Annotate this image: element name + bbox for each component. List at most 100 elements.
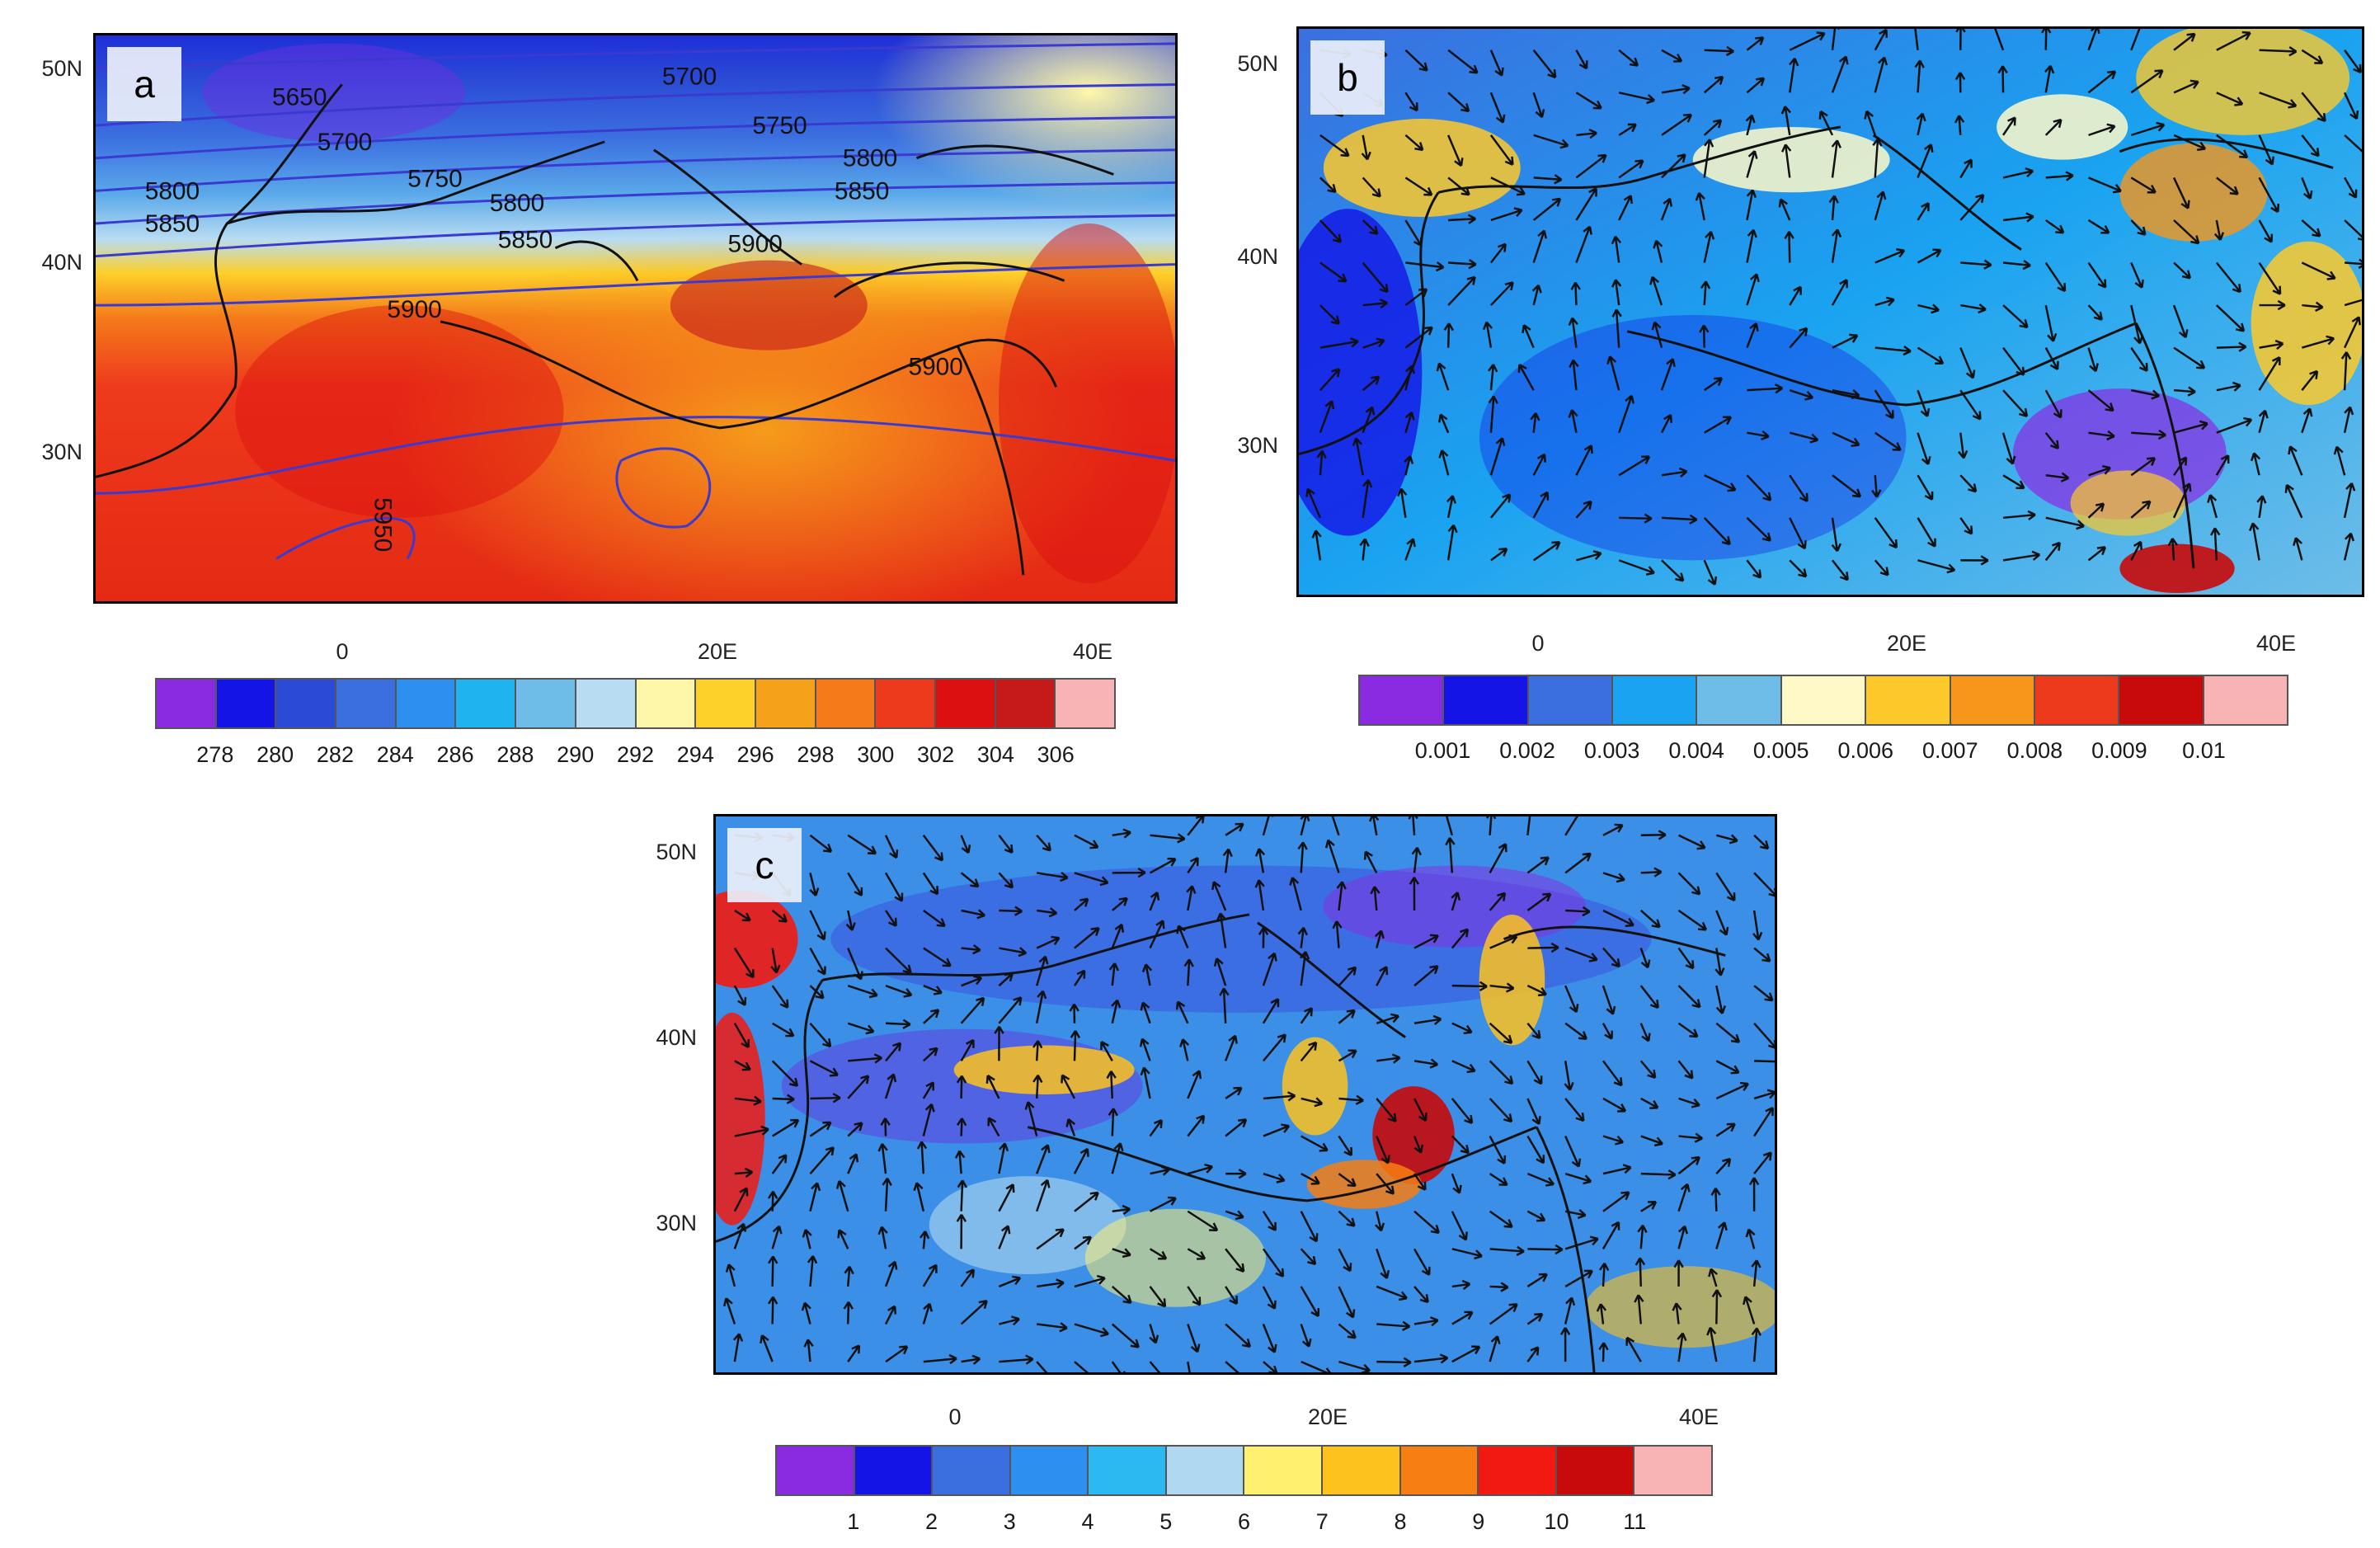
wind-arrow bbox=[960, 996, 985, 1024]
wind-arrow bbox=[809, 1060, 839, 1077]
wind-arrow bbox=[1618, 195, 1633, 221]
wind-arrow bbox=[1706, 1326, 1718, 1362]
wind-arrow bbox=[1489, 437, 1506, 476]
wind-arrow bbox=[1489, 242, 1507, 264]
wind-arrow bbox=[1338, 1173, 1357, 1188]
wind-arrow bbox=[2130, 176, 2157, 194]
wind-arrow bbox=[2343, 482, 2356, 519]
wind-arrow bbox=[1754, 1060, 1775, 1063]
wind-arrow bbox=[1598, 1342, 1609, 1362]
wind-arrow bbox=[1575, 445, 1593, 476]
colorbar-a bbox=[155, 678, 1116, 729]
colorbar-label: 0.005 bbox=[1752, 738, 1809, 763]
wind-arrow bbox=[1319, 304, 1340, 325]
wind-arrow bbox=[1225, 1248, 1245, 1273]
wind-arrow bbox=[2172, 304, 2189, 339]
wind-arrow bbox=[1746, 150, 1758, 178]
wind-arrow bbox=[1917, 248, 1942, 264]
wind-arrow bbox=[1376, 1053, 1401, 1064]
wind-arrow bbox=[1564, 1172, 1592, 1185]
wind-arrow bbox=[1187, 1070, 1202, 1099]
wind-arrow bbox=[1186, 885, 1197, 911]
wind-arrow bbox=[1413, 1353, 1449, 1364]
wind-arrow bbox=[922, 1009, 940, 1024]
wind-arrow bbox=[885, 985, 913, 998]
wind-arrow bbox=[2045, 171, 2074, 181]
wind-arrow bbox=[1661, 467, 1688, 478]
wind-arrow bbox=[1704, 45, 1734, 57]
wind-arrow bbox=[1112, 867, 1146, 878]
wind-arrow bbox=[2258, 134, 2275, 166]
wind-arrow bbox=[809, 873, 820, 896]
wind-arrow bbox=[1140, 1066, 1151, 1099]
colorbar-swatch bbox=[1556, 1447, 1635, 1494]
wind-arrow bbox=[809, 910, 826, 941]
wind-arrow bbox=[1413, 1098, 1428, 1122]
lon-label: 0 bbox=[1531, 631, 1545, 656]
colorbar-label: 1 bbox=[847, 1509, 860, 1534]
wind-arrow bbox=[1917, 303, 1940, 314]
wind-arrow bbox=[2130, 500, 2152, 519]
wind-arrow bbox=[1677, 1155, 1700, 1175]
wind-arrow bbox=[1319, 176, 1337, 194]
wind-arrow bbox=[1338, 1049, 1357, 1062]
wind-arrow bbox=[1319, 219, 1343, 243]
wind-arrow bbox=[1413, 1014, 1442, 1025]
wind-arrow bbox=[734, 1095, 762, 1106]
colorbar-swatch bbox=[1444, 676, 1529, 724]
wind-arrow bbox=[1576, 128, 1597, 139]
wind-arrow bbox=[1176, 925, 1189, 949]
wind-arrow bbox=[1361, 134, 1371, 161]
colorbar-label: 11 bbox=[1623, 1509, 1647, 1534]
wind-arrow bbox=[1917, 202, 1930, 221]
wind-arrow bbox=[1338, 1135, 1353, 1156]
colorbar-label: 7 bbox=[1315, 1509, 1329, 1534]
wind-arrow bbox=[1187, 1210, 1219, 1232]
wind-arrow bbox=[1489, 982, 1515, 993]
wind-arrow bbox=[1447, 275, 1476, 306]
wind-arrow bbox=[2345, 258, 2362, 269]
wind-arrow bbox=[1222, 848, 1233, 873]
wind-arrow bbox=[1404, 365, 1415, 391]
colorbar-swatch bbox=[1634, 1447, 1711, 1494]
wind-arrow bbox=[1568, 409, 1578, 433]
wind-arrow bbox=[2087, 70, 2117, 94]
wind-arrow bbox=[1703, 139, 1714, 178]
wind-arrow bbox=[1447, 176, 1470, 196]
wind-arrow bbox=[1575, 187, 1597, 221]
lat-label: 40N bbox=[41, 250, 82, 275]
wind-arrow bbox=[1959, 474, 1978, 493]
wind-arrow bbox=[1070, 1030, 1081, 1061]
wind-arrow bbox=[1489, 493, 1512, 519]
colorbar-label: 5 bbox=[1159, 1509, 1173, 1534]
wind-arrow bbox=[1526, 1022, 1541, 1040]
wind-arrow bbox=[1637, 1224, 1648, 1249]
wind-arrow bbox=[1413, 1173, 1427, 1191]
colorbar-c bbox=[775, 1445, 1713, 1496]
lat-label: 30N bbox=[1237, 433, 1278, 458]
wind-arrow bbox=[1262, 1033, 1286, 1062]
wind-arrow bbox=[1743, 1296, 1756, 1325]
wind-arrow bbox=[1319, 400, 1335, 434]
wind-arrow bbox=[2256, 495, 2267, 518]
wind-arrow bbox=[1408, 816, 1418, 835]
wind-arrow bbox=[885, 1042, 902, 1062]
wind-arrow bbox=[2302, 301, 2324, 312]
lon-label: 40E bbox=[1072, 639, 1113, 664]
wind-arrow bbox=[1917, 559, 1956, 574]
wind-arrow bbox=[1532, 453, 1546, 476]
wind-arrow bbox=[1225, 822, 1244, 836]
wind-arrow bbox=[1489, 49, 1504, 77]
colorbar-swatch bbox=[1360, 676, 1445, 724]
wind-arrow bbox=[2002, 550, 2041, 562]
wind-arrow bbox=[2173, 32, 2196, 51]
wind-arrow bbox=[956, 1214, 967, 1249]
wind-arrow bbox=[1828, 195, 1839, 221]
wind-arrow bbox=[2002, 474, 2025, 490]
wind-arrow bbox=[1532, 541, 1561, 562]
wind-arrow bbox=[922, 1263, 938, 1287]
wind-arrow bbox=[1745, 1228, 1756, 1249]
colorbar-swatch bbox=[696, 680, 756, 727]
wind-arrow bbox=[1753, 1022, 1775, 1049]
wind-arrow bbox=[733, 1222, 747, 1249]
